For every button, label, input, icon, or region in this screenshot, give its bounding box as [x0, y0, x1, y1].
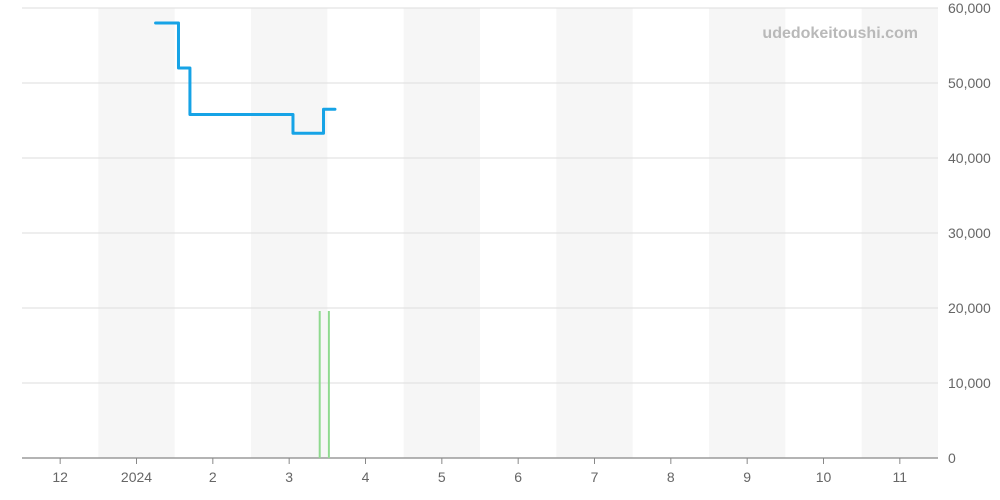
x-axis-label: 4: [362, 469, 370, 485]
y-axis-label: 60,000: [948, 0, 991, 16]
x-axis-label: 6: [514, 469, 522, 485]
price-chart: 0 10,000 20,000 30,000 40,000 50,000 60,000 12 2…: [0, 0, 1000, 500]
x-axis-label: 7: [591, 469, 599, 485]
x-axis-label: 8: [667, 469, 675, 485]
y-axis-label: 50,000: [948, 75, 991, 91]
y-axis-label: 10,000: [948, 375, 991, 391]
volume-bar: [319, 311, 321, 458]
x-axis-label: 2: [209, 469, 217, 485]
x-axis-label: 2024: [121, 469, 152, 485]
watermark: udedokeitoushi.com: [762, 25, 918, 42]
x-axis-label: 11: [893, 469, 908, 485]
volume-bar: [328, 311, 330, 458]
x-axis-label: 5: [438, 469, 446, 485]
x-axis-label: 3: [285, 469, 293, 485]
y-axis-label: 20,000: [948, 300, 991, 316]
chart-svg: 0 10,000 20,000 30,000 40,000 50,000 60,000 12 2…: [0, 0, 1000, 500]
x-axis-label: 9: [743, 469, 751, 485]
y-axis-label: 30,000: [948, 225, 991, 241]
y-axis-label: 0: [948, 450, 956, 466]
x-axis-label: 10: [816, 469, 832, 485]
x-axis-label: 12: [52, 469, 68, 485]
y-axis-label: 40,000: [948, 150, 991, 166]
